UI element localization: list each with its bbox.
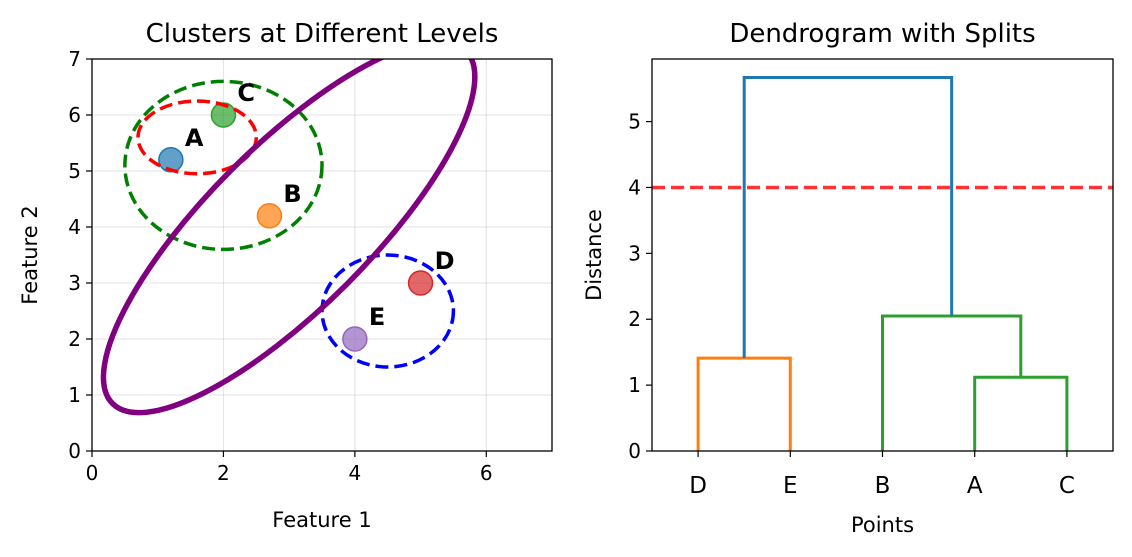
y-tick-label: 1 [628,373,641,397]
dendrogram-panel: 0 1 2 3 4 5 D E B A C Dendrogram with Splits Points D… [582,19,1114,537]
y-tick-label: 5 [628,110,641,134]
dendrogram-link-de [696,356,792,451]
dendrogram-title: Dendrogram with Splits [729,19,1035,49]
y-tick-label: 2 [628,307,641,331]
scatter-plot-area [92,59,552,451]
cluster-ellipse-abc [123,79,324,252]
point-label-c: C [237,79,255,107]
dendrogram-x-axis-label: Points [851,513,914,537]
point-b [256,203,283,229]
x-tick-label: 2 [217,461,230,485]
y-tick-label: 3 [68,271,81,295]
leaf-label-b: B [875,473,891,499]
dendrogram-link-ac [973,375,1069,451]
leaf-label-a: A [967,473,983,499]
y-tick-label: 1 [68,383,81,407]
leaf-label-d: D [689,473,707,499]
y-tick-label: 7 [68,47,81,71]
y-tick-label: 0 [628,439,641,463]
point-label-a: A [185,124,204,152]
scatter-title: Clusters at Different Levels [146,19,499,49]
y-tick-label: 3 [628,241,641,265]
cluster-ellipse-ac [136,99,259,176]
x-tick-label: 6 [480,461,493,485]
scatter-content [100,59,478,416]
scatter-frame [91,58,553,452]
point-e [342,326,368,352]
scatter-x-axis-label: Feature 1 [272,508,371,532]
y-tick-label: 5 [68,159,81,183]
y-tick-label: 4 [628,175,641,199]
y-tick-label: 4 [68,215,81,239]
leaf-label-c: C [1059,473,1075,499]
dendrogram-y-axis-label: Distance [582,209,606,301]
point-label-e: E [369,303,385,331]
x-tick-label: 4 [348,461,361,485]
dendrogram-link-debac [742,75,954,359]
scatter-y-axis-label: Feature 2 [18,205,42,304]
y-tick-label: 2 [68,327,81,351]
cluster-ellipse-abcde [100,59,478,416]
x-tick-label: 0 [86,461,99,485]
y-tick-label: 0 [68,439,81,463]
scatter-panel: A B C D E 0 2 4 6 0 1 2 3 4 5 6 7 Clusters at Different L… [18,19,553,532]
y-tick-label: 6 [68,103,81,127]
point-d [407,270,434,296]
point-label-b: B [283,180,301,208]
point-label-d: D [435,247,455,275]
leaf-label-e: E [783,473,798,499]
